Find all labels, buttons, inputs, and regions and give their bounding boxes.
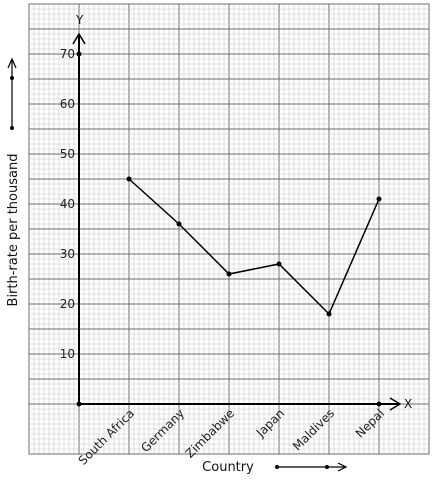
- y-axis-letter: Y: [75, 13, 84, 27]
- y-direction-arrow-icon: [7, 57, 17, 130]
- data-point: [126, 176, 132, 182]
- origin-point: [76, 401, 82, 407]
- y-tick-label: 50: [60, 147, 75, 161]
- data-point: [376, 196, 382, 202]
- y-tick-label: 40: [60, 197, 75, 211]
- y-tick-label: 20: [60, 297, 75, 311]
- y-tick-labels: 10 20 30 40 50 60 70: [60, 47, 75, 361]
- series-line: [128, 178, 380, 316]
- y-axis-title: Birth-rate per thousand: [6, 154, 21, 307]
- y-axis-top-point: [76, 51, 82, 57]
- y-axis-arrowhead: [72, 32, 86, 45]
- axes: X Y: [72, 13, 412, 411]
- data-point: [276, 261, 282, 267]
- x-direction-arrow-icon: [275, 462, 348, 472]
- y-tick-label: 10: [60, 347, 75, 361]
- x-axis-title: Country: [202, 460, 254, 475]
- y-tick-label: 70: [60, 47, 75, 61]
- y-tick-label: 30: [60, 247, 75, 261]
- data-point: [326, 311, 332, 317]
- graph-paper-grid: [28, 3, 430, 455]
- axis-titles: Country Birth-rate per thousand: [6, 57, 348, 475]
- x-axis-arrowhead: [389, 397, 402, 411]
- data-point: [226, 271, 232, 277]
- x-axis-end-point: [376, 401, 382, 407]
- y-tick-label: 60: [60, 97, 75, 111]
- data-series: [126, 176, 382, 317]
- x-axis-letter: X: [404, 397, 412, 411]
- data-point: [176, 221, 182, 227]
